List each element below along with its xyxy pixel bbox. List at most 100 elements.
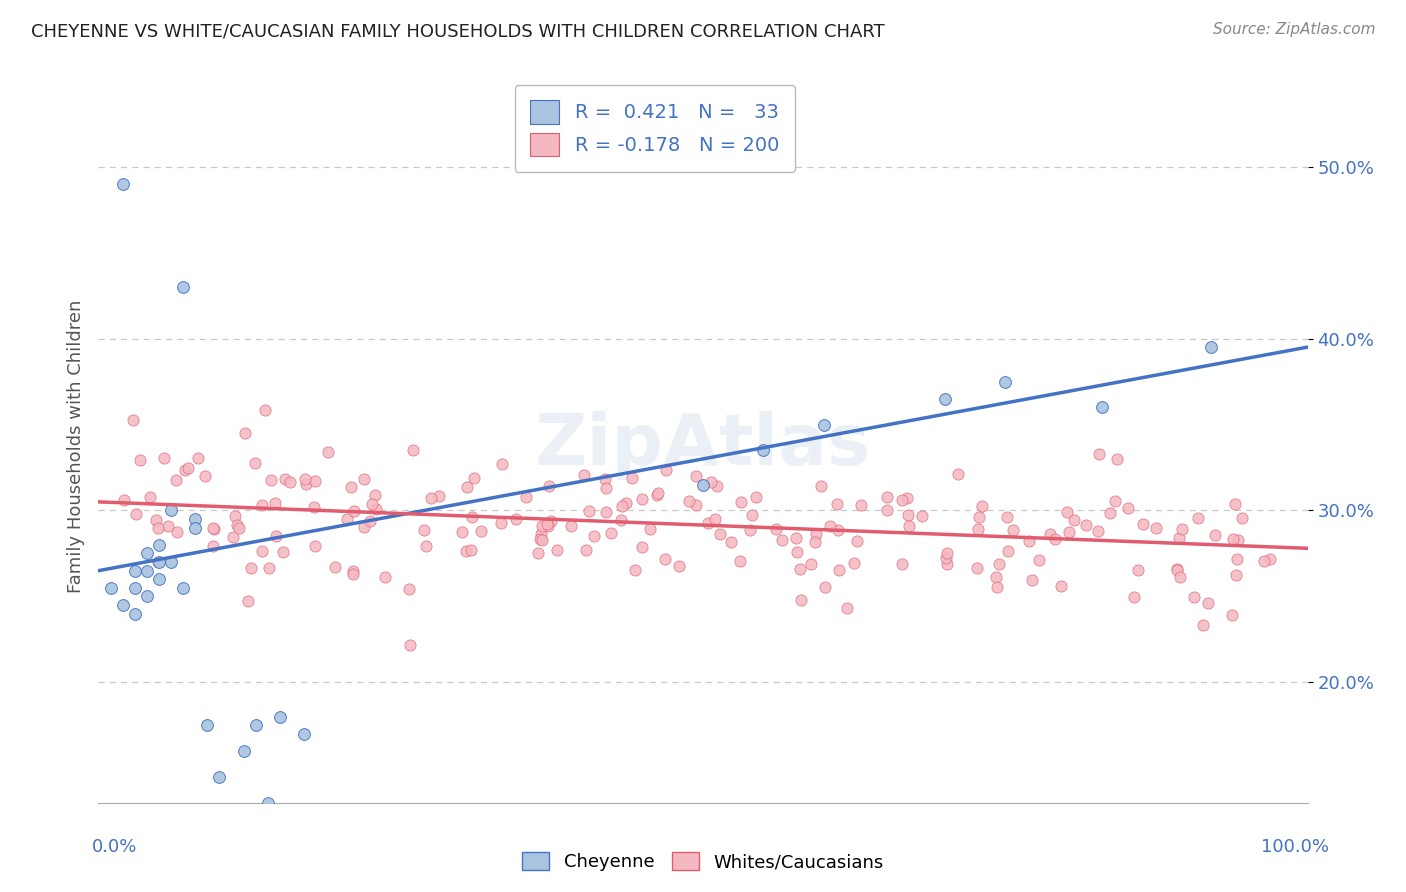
Point [595, 505, 617, 519]
Point [361, 497, 384, 511]
Point [295, 476, 318, 491]
Point [187, 451, 209, 466]
Point [114, 492, 136, 507]
Point [304, 500, 326, 514]
Point [986, 570, 1008, 584]
Point [271, 545, 294, 559]
Point [1028, 553, 1050, 567]
Point [994, 375, 1017, 389]
Point [225, 518, 247, 533]
Point [536, 519, 558, 533]
Text: Source: ZipAtlas.com: Source: ZipAtlas.com [1212, 22, 1375, 37]
Point [987, 557, 1010, 571]
Point [835, 601, 858, 615]
Point [245, 718, 267, 732]
Legend: R =  0.421   N =   33, R = -0.178   N = 200: R = 0.421 N = 33, R = -0.178 N = 200 [515, 85, 794, 172]
Point [264, 496, 287, 510]
Point [1126, 563, 1149, 577]
Point [610, 513, 633, 527]
Point [800, 557, 823, 571]
Point [148, 572, 170, 586]
Point [804, 534, 827, 549]
Point [575, 542, 598, 557]
Point [238, 593, 260, 607]
Point [614, 496, 637, 510]
Point [810, 478, 832, 492]
Point [600, 526, 623, 541]
Point [936, 558, 959, 572]
Point [966, 560, 988, 574]
Point [740, 523, 762, 537]
Point [221, 805, 243, 819]
Point [647, 486, 669, 500]
Point [111, 177, 134, 191]
Point [1197, 596, 1219, 610]
Point [645, 487, 668, 501]
Point [491, 516, 513, 530]
Point [125, 507, 148, 521]
Point [135, 564, 157, 578]
Point [818, 519, 841, 533]
Point [846, 534, 869, 549]
Point [412, 523, 434, 537]
Point [156, 518, 179, 533]
Point [785, 532, 807, 546]
Point [1001, 523, 1024, 537]
Point [640, 522, 662, 536]
Point [595, 481, 617, 495]
Point [890, 558, 912, 572]
Point [233, 425, 256, 440]
Point [1226, 533, 1249, 547]
Point [813, 417, 835, 432]
Point [612, 499, 634, 513]
Point [228, 521, 250, 535]
Point [1039, 527, 1062, 541]
Point [582, 529, 605, 543]
Point [1088, 447, 1111, 461]
Point [427, 489, 450, 503]
Point [1223, 497, 1246, 511]
Point [364, 502, 387, 516]
Point [145, 513, 167, 527]
Point [280, 475, 302, 489]
Point [1104, 494, 1126, 508]
Point [1225, 567, 1247, 582]
Point [1168, 570, 1191, 584]
Point [1182, 590, 1205, 604]
Point [1230, 511, 1253, 525]
Point [343, 504, 366, 518]
Point [897, 519, 920, 533]
Point [342, 567, 364, 582]
Point [269, 710, 291, 724]
Point [720, 535, 742, 549]
Point [709, 526, 731, 541]
Legend: Cheyenne, Whites/Caucasians: Cheyenne, Whites/Caucasians [515, 845, 891, 879]
Point [972, 500, 994, 514]
Point [1063, 513, 1085, 527]
Point [531, 533, 554, 547]
Point [1166, 563, 1188, 577]
Point [239, 561, 262, 575]
Point [948, 467, 970, 482]
Text: 100.0%: 100.0% [1261, 838, 1329, 855]
Point [398, 582, 420, 596]
Point [1166, 562, 1188, 576]
Point [166, 525, 188, 540]
Point [491, 457, 513, 471]
Point [770, 533, 793, 548]
Point [1222, 532, 1244, 546]
Point [745, 490, 768, 504]
Point [730, 554, 752, 568]
Point [654, 552, 676, 566]
Point [160, 555, 183, 569]
Point [208, 770, 231, 784]
Point [1122, 590, 1144, 604]
Point [146, 555, 169, 569]
Point [323, 559, 346, 574]
Point [789, 561, 811, 575]
Point [1050, 579, 1073, 593]
Point [243, 456, 266, 470]
Point [201, 539, 224, 553]
Point [790, 592, 813, 607]
Point [530, 527, 553, 541]
